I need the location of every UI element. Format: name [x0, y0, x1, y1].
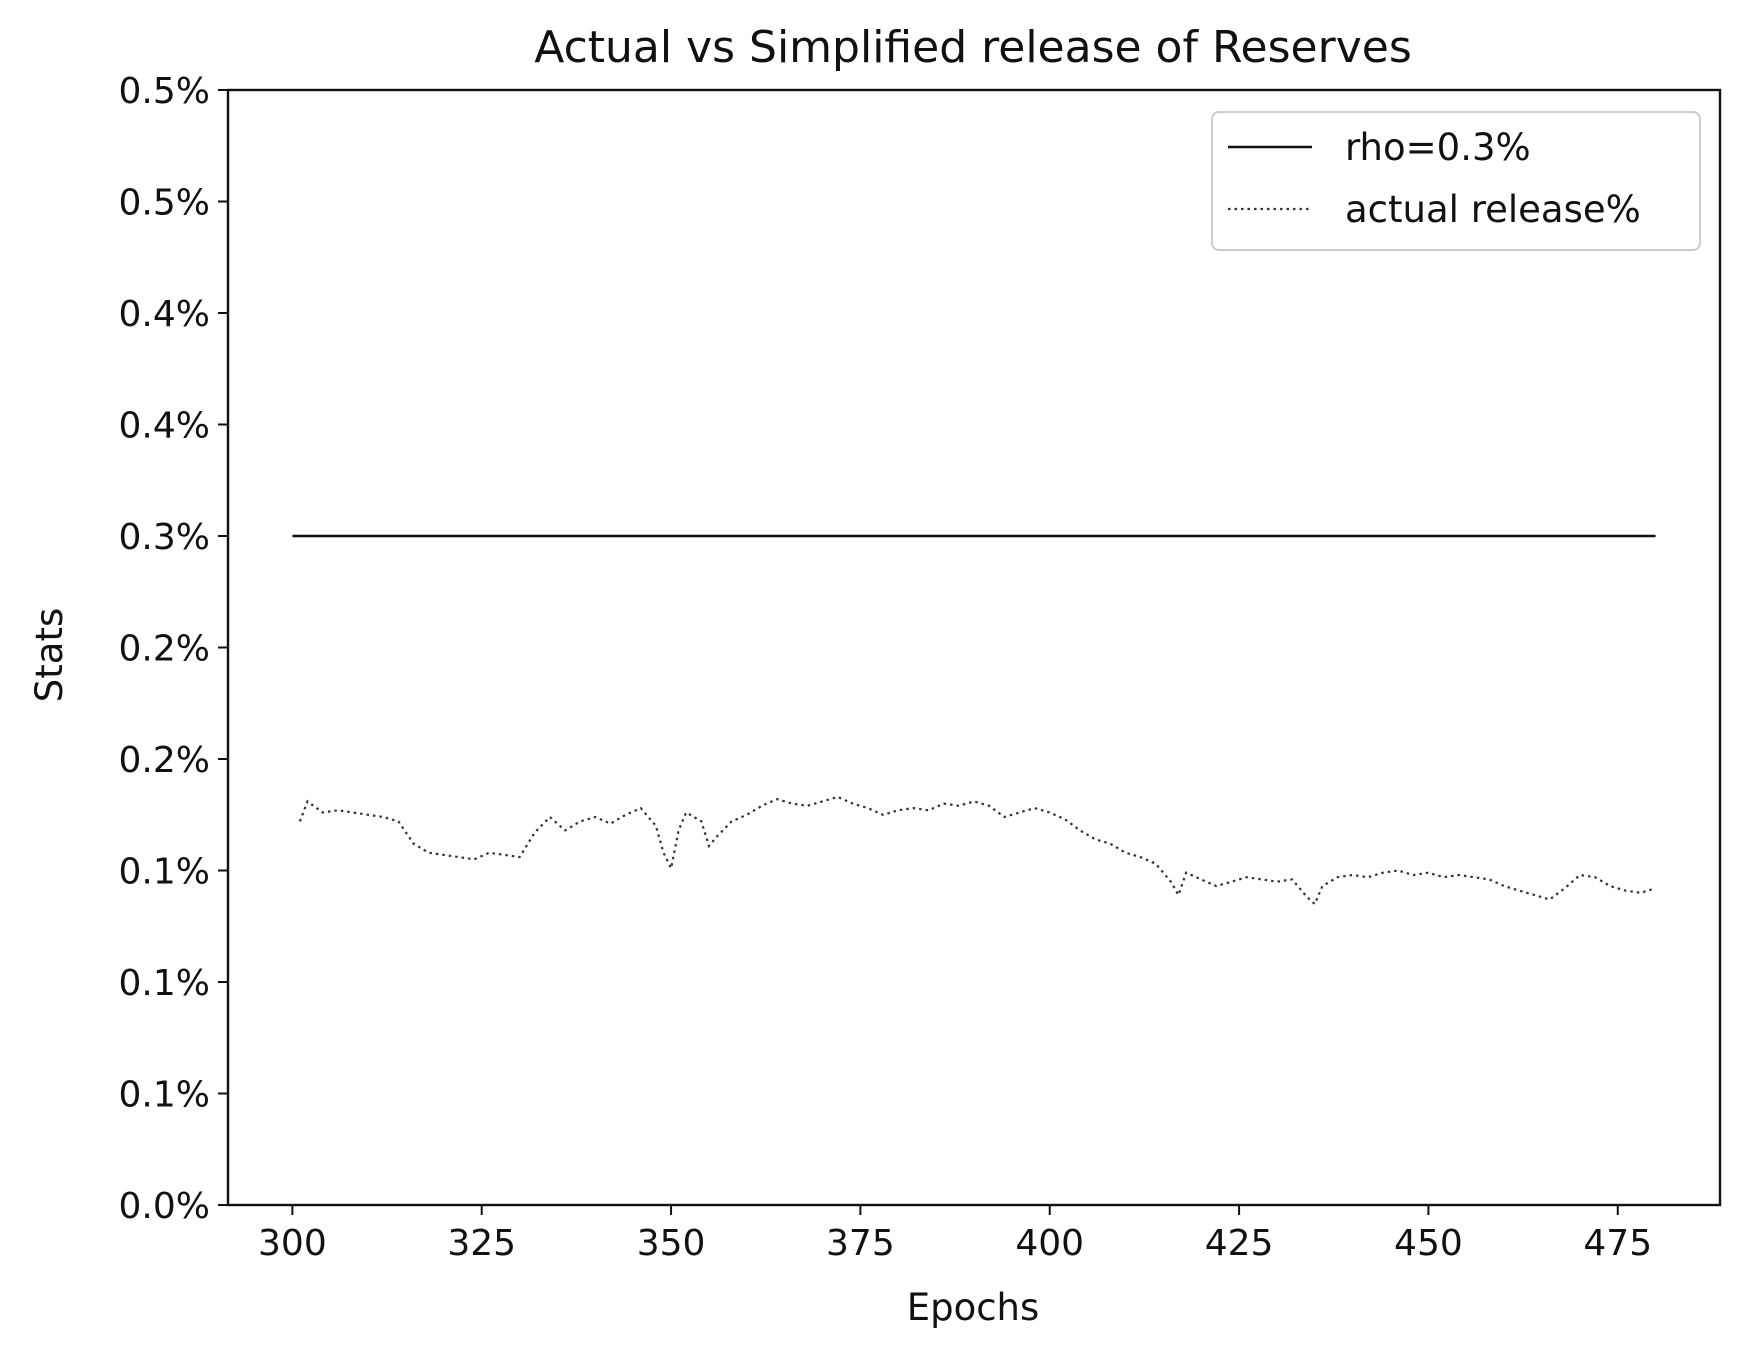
plot-frame [226, 88, 1722, 1207]
y-tick-label: 0.5% [119, 71, 210, 112]
x-tick-label: 350 [637, 1223, 706, 1264]
x-axis-label: Epochs [907, 1286, 1040, 1329]
legend-label: rho=0.3% [1345, 126, 1531, 169]
y-tick-label: 0.2% [119, 629, 210, 670]
x-tick-label: 325 [447, 1223, 516, 1264]
y-tick-label: 0.0% [119, 1186, 210, 1227]
x-tick-label: 425 [1205, 1223, 1274, 1264]
y-tick-label: 0.5% [119, 183, 210, 224]
x-tick-label: 375 [826, 1223, 895, 1264]
y-tick-label: 0.4% [119, 406, 210, 447]
x-tick-label: 300 [258, 1223, 327, 1264]
legend-label: actual release% [1345, 188, 1641, 231]
x-tick-label: 400 [1015, 1223, 1084, 1264]
plot-series [292, 534, 1656, 906]
y-tick-label: 0.1% [119, 1075, 210, 1116]
legend: rho=0.3% actual release% [1211, 111, 1701, 251]
y-tick-label: 0.4% [119, 294, 210, 335]
legend-box [1211, 111, 1701, 251]
x-tick-label: 475 [1583, 1223, 1652, 1264]
y-axis-label: Stats [28, 608, 71, 702]
chart-title: Actual vs Simplified release of Reserves [534, 22, 1412, 73]
y-tick-label: 0.3% [119, 517, 210, 558]
y-tick-label: 0.2% [119, 740, 210, 781]
y-tick-label: 0.1% [119, 852, 210, 893]
axis-ticks: 300 325 350 375 400 425 450 475 0.0% 0.1% 0.1% 0.1%… [119, 71, 1653, 1264]
y-tick-label: 0.1% [119, 963, 210, 1004]
x-tick-label: 450 [1394, 1223, 1463, 1264]
